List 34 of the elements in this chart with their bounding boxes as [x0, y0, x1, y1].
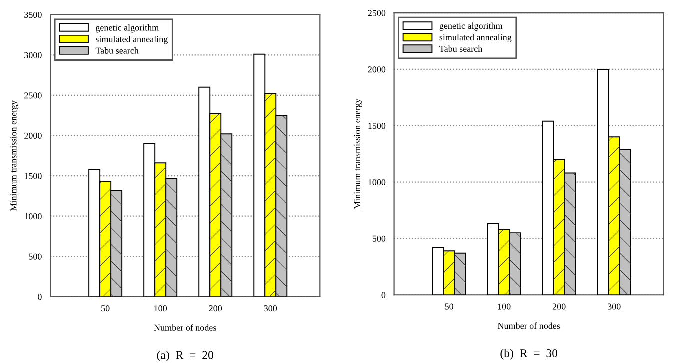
- y-tick-label: 0: [38, 294, 42, 300]
- legend-label: simulated annealing: [96, 36, 168, 44]
- y-tick-label: 1000: [24, 213, 42, 220]
- y-tick-label: 0: [382, 292, 386, 298]
- y-tick-label: 3000: [24, 52, 42, 58]
- text: (b) R = 30: [500, 349, 558, 360]
- y-tick-label: 2000: [368, 66, 386, 73]
- legend-label: Tabu search: [440, 46, 483, 52]
- y-tick-label: 2500: [368, 10, 386, 16]
- legend-label: genetic algorithm: [96, 24, 159, 33]
- legend-label: genetic algorithm: [440, 22, 503, 31]
- y-tick-label: 500: [29, 254, 42, 260]
- legend-label: Tabu search: [96, 48, 139, 54]
- y-axis-title: Minimum transmission energy: [10, 100, 19, 211]
- x-tick-label: 300: [608, 304, 621, 310]
- x-tick-label: 50: [445, 304, 454, 310]
- legend-label: simulated annealing: [440, 34, 512, 42]
- x-tick-label: 50: [102, 306, 110, 312]
- text: (a) R = 20: [157, 350, 214, 362]
- y-axis-title: Minimum transmission energy: [354, 98, 362, 210]
- x-axis-title: Number of nodes: [498, 322, 560, 330]
- y-tick-label: 1500: [368, 123, 386, 130]
- x-tick-label: 200: [209, 306, 222, 312]
- y-tick-label: 2500: [24, 92, 42, 99]
- x-axis-title: Number of nodes: [154, 324, 216, 331]
- y-tick-label: 3500: [24, 12, 42, 18]
- x-tick-label: 100: [498, 304, 511, 310]
- y-tick-label: 1000: [368, 179, 386, 186]
- x-tick-label: 100: [154, 306, 168, 312]
- y-tick-label: 500: [372, 236, 386, 242]
- x-tick-label: 300: [264, 306, 278, 312]
- x-tick-label: 200: [552, 304, 566, 310]
- y-tick-label: 2000: [24, 132, 42, 139]
- y-tick-label: 1500: [24, 173, 42, 180]
